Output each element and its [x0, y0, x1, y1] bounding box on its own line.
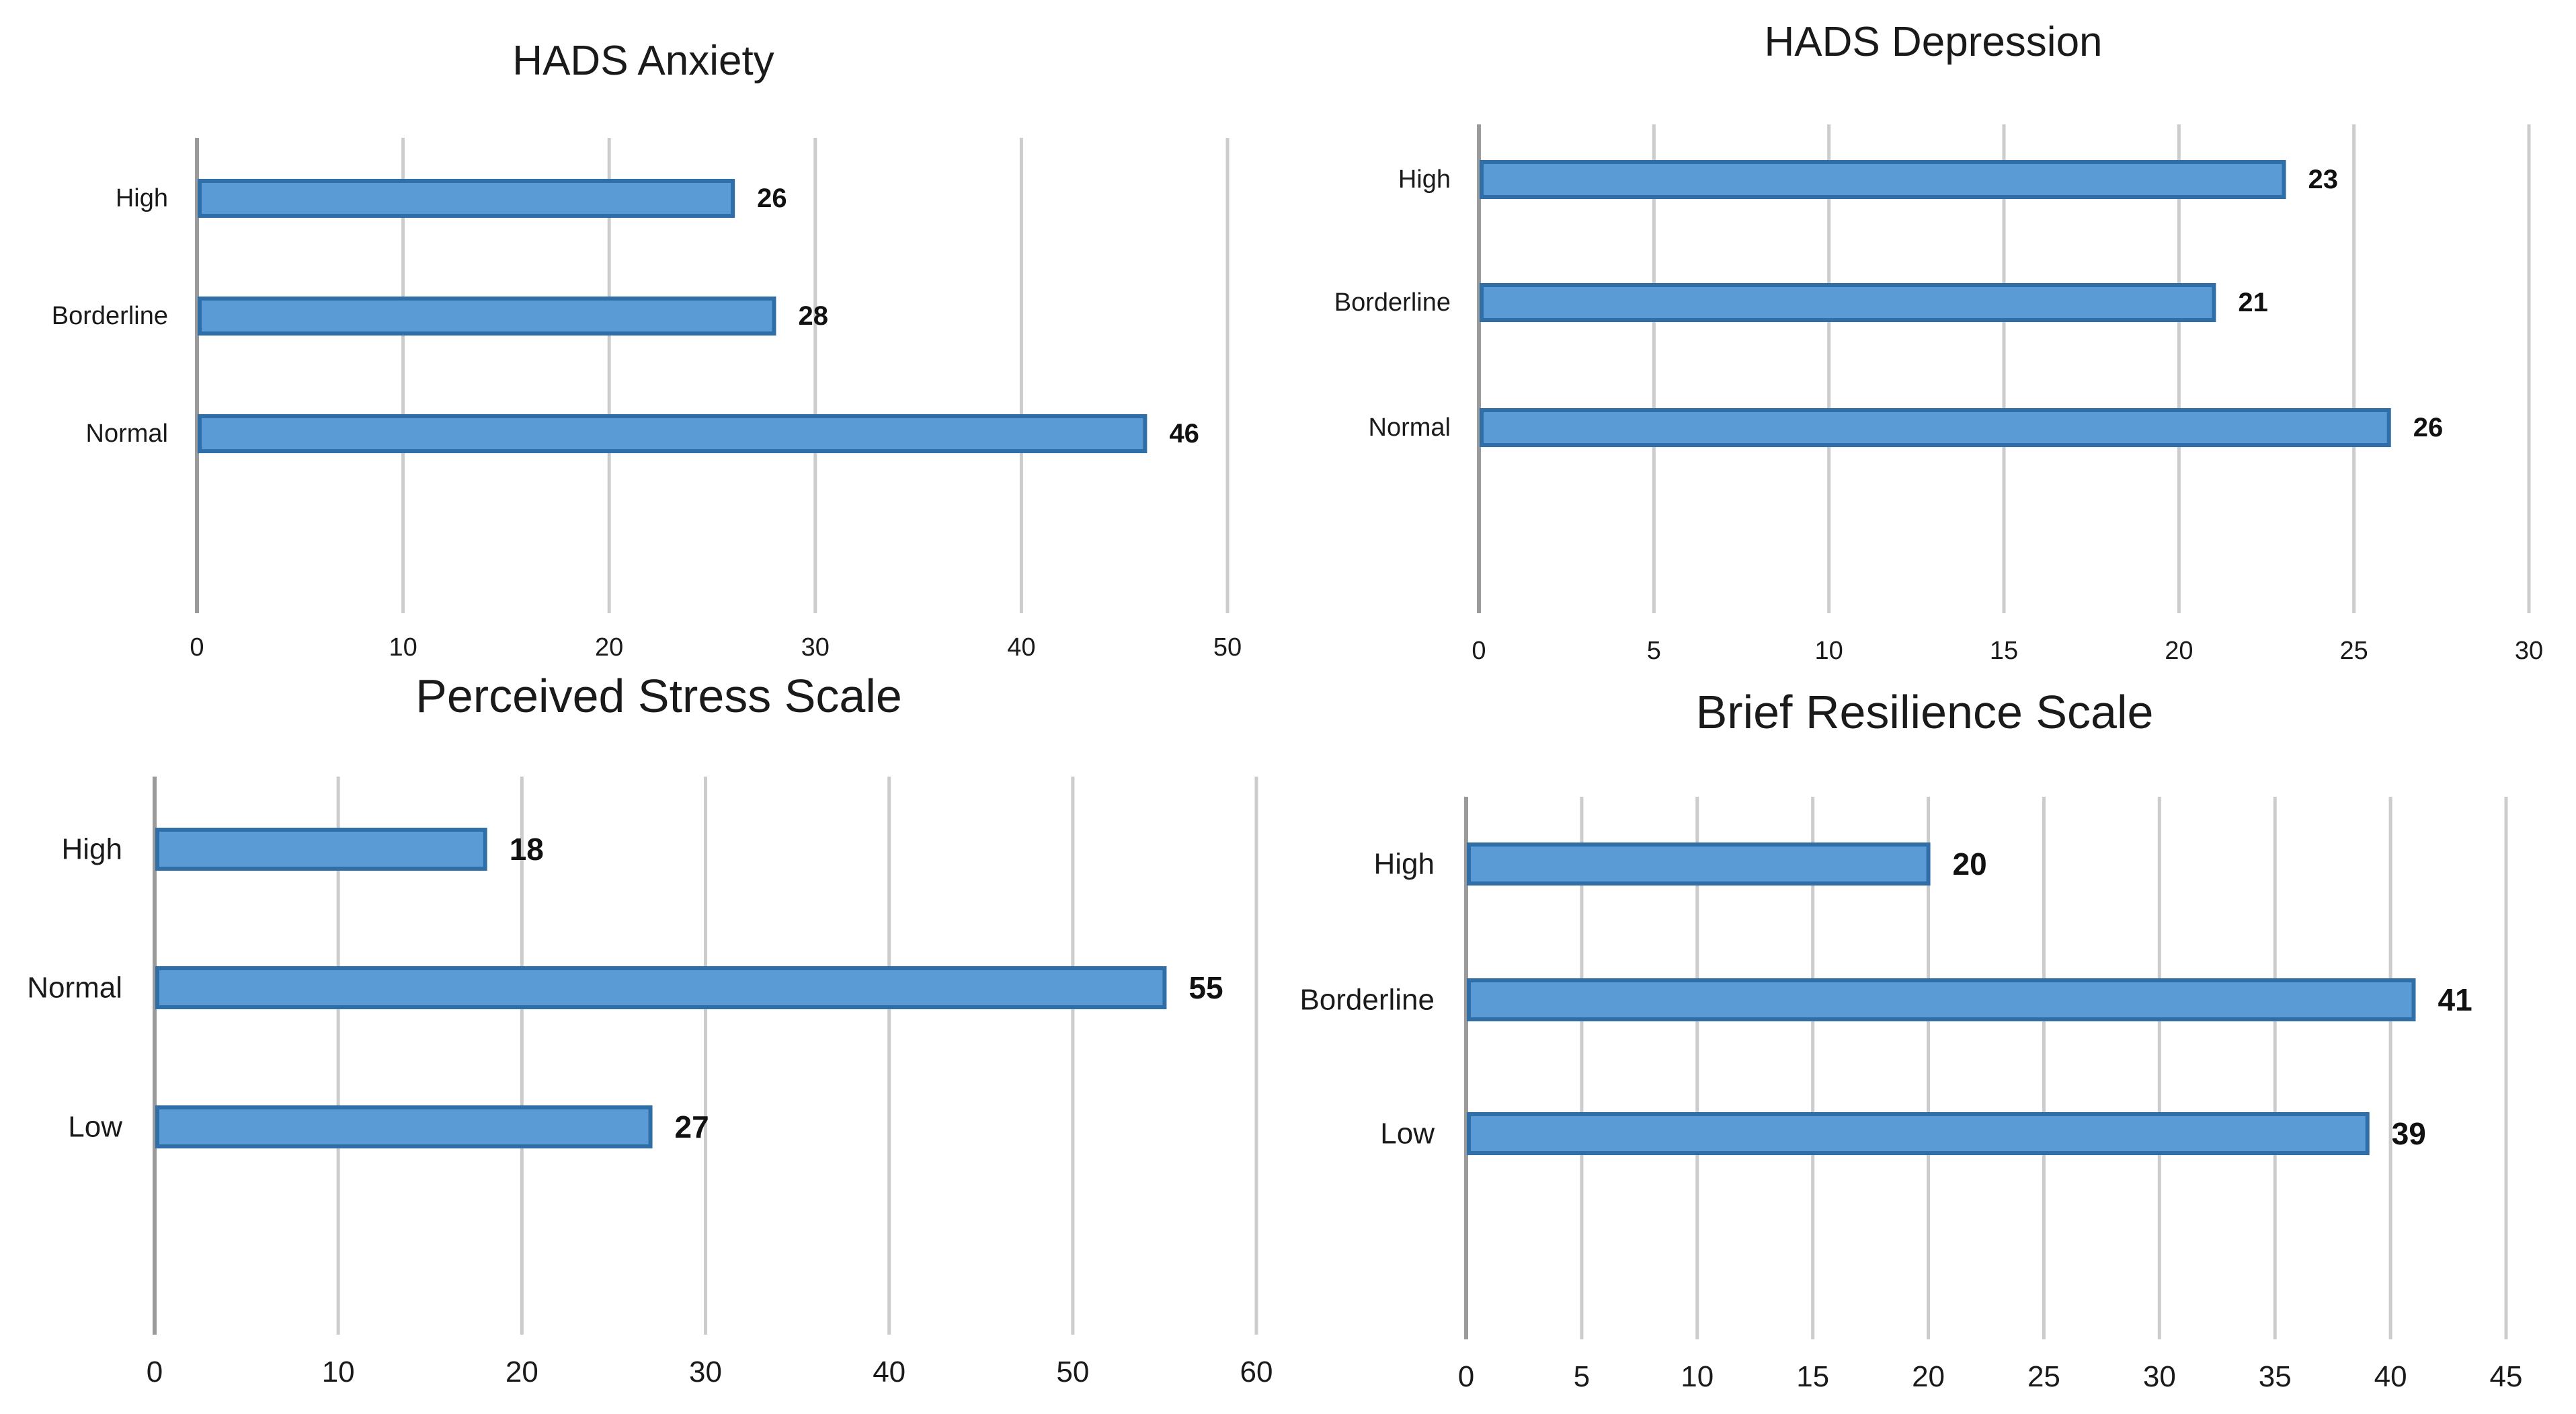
category-label-low: Low — [68, 1111, 122, 1144]
x-tick-label: 20 — [1912, 1360, 1945, 1393]
bar-borderline — [1480, 283, 2216, 322]
x-tick-label: 25 — [2340, 637, 2368, 665]
data-label-borderline: 41 — [2438, 982, 2472, 1017]
chart-title: HADS Anxiety — [512, 38, 774, 84]
x-tick-label: 10 — [1681, 1360, 1714, 1393]
data-label-low: 39 — [2392, 1116, 2426, 1151]
x-tick-label: 25 — [2027, 1360, 2060, 1393]
x-tick-label: 0 — [1472, 637, 1486, 665]
category-label-high: High — [1398, 165, 1451, 194]
bar-high — [155, 828, 487, 871]
data-label-normal: 46 — [1169, 419, 1199, 448]
x-tick-label: 10 — [322, 1356, 355, 1388]
chart-title: HADS Depression — [1764, 19, 2103, 65]
chart-title: Perceived Stress Scale — [415, 670, 902, 722]
x-tick-label: 40 — [873, 1356, 905, 1388]
category-label-normal: Normal — [27, 972, 122, 1005]
bar-high — [1467, 842, 1931, 886]
x-tick-label: 30 — [2143, 1360, 2176, 1393]
bar-high — [198, 179, 735, 218]
x-tick-label: 45 — [2490, 1360, 2523, 1393]
hads-depression-chart: HADS Depression 0 5 10 15 20 25 30 High 23 Border… — [1288, 0, 2576, 672]
bar-normal — [155, 966, 1167, 1009]
data-label-normal: 55 — [1189, 970, 1223, 1005]
x-tick-label: 40 — [1007, 633, 1035, 662]
x-tick-label: 20 — [2165, 637, 2193, 665]
category-label-high: High — [62, 833, 123, 866]
perceived-stress-plot: 0 10 20 30 40 50 60 High 18 Normal 55 Low 27 — [27, 777, 1273, 1388]
category-label-low: Low — [1380, 1117, 1435, 1150]
brief-resilience-plot: 0 5 10 15 20 25 30 35 40 45 High 20 Borderline 41 Low 3… — [1299, 797, 2523, 1393]
data-label-high: 20 — [1953, 847, 1987, 881]
brief-resilience-chart: Brief Resilience Scale 0 5 10 15 20 25 30 35 40 4… — [1288, 672, 2576, 1414]
x-tick-label: 20 — [595, 633, 623, 662]
data-label-high: 23 — [2308, 165, 2339, 194]
x-tick-label: 20 — [506, 1356, 538, 1388]
x-tick-label: 0 — [190, 633, 204, 662]
bar-borderline — [198, 297, 776, 336]
data-label-borderline: 21 — [2238, 288, 2268, 317]
x-tick-label: 15 — [1990, 637, 2018, 665]
category-label-normal: Normal — [1369, 414, 1451, 442]
data-label-borderline: 28 — [798, 301, 828, 331]
x-tick-label: 10 — [1815, 637, 1843, 665]
bar-normal — [198, 414, 1148, 453]
x-tick-label: 15 — [1796, 1360, 1829, 1393]
x-tick-label: 5 — [1647, 637, 1661, 665]
category-label-borderline: Borderline — [1299, 984, 1435, 1017]
hads-anxiety-plot: 0 10 20 30 40 50 High 26 Borderline 28 Normal 46 — [52, 138, 1242, 662]
bar-high — [1480, 160, 2286, 199]
category-label-borderline: Borderline — [52, 302, 168, 330]
x-tick-label: 30 — [801, 633, 830, 662]
perceived-stress-chart: Perceived Stress Scale 0 10 20 30 40 50 60 High… — [0, 672, 1288, 1414]
category-label-normal: Normal — [86, 420, 168, 448]
x-tick-label: 35 — [2259, 1360, 2292, 1393]
data-label-low: 27 — [675, 1109, 709, 1144]
data-label-high: 26 — [757, 184, 787, 213]
data-label-normal: 26 — [2413, 413, 2444, 442]
chart-title: Brief Resilience Scale — [1695, 686, 2154, 738]
x-tick-label: 60 — [1240, 1356, 1273, 1388]
x-tick-label: 40 — [2374, 1360, 2407, 1393]
data-label-high: 18 — [510, 832, 544, 867]
bar-normal — [1480, 408, 2391, 447]
bar-low — [155, 1105, 653, 1148]
hads-depression-plot: 0 5 10 15 20 25 30 High 23 Borderline 21 Normal 26 — [1334, 124, 2543, 665]
x-tick-label: 30 — [689, 1356, 722, 1388]
category-label-high: High — [1374, 848, 1435, 881]
bar-borderline — [1467, 978, 2416, 1021]
category-label-borderline: Borderline — [1334, 288, 1451, 317]
x-tick-label: 50 — [1056, 1356, 1089, 1388]
x-tick-label: 10 — [389, 633, 417, 662]
hads-anxiety-chart: HADS Anxiety 0 10 20 30 40 50 High 26 Borderline… — [0, 0, 1288, 672]
x-tick-label: 50 — [1213, 633, 1242, 662]
x-tick-label: 5 — [1574, 1360, 1590, 1393]
bar-low — [1467, 1112, 2370, 1155]
x-tick-label: 30 — [2515, 637, 2543, 665]
x-tick-label: 0 — [147, 1356, 163, 1388]
x-tick-label: 0 — [1458, 1360, 1474, 1393]
category-label-high: High — [116, 184, 168, 212]
